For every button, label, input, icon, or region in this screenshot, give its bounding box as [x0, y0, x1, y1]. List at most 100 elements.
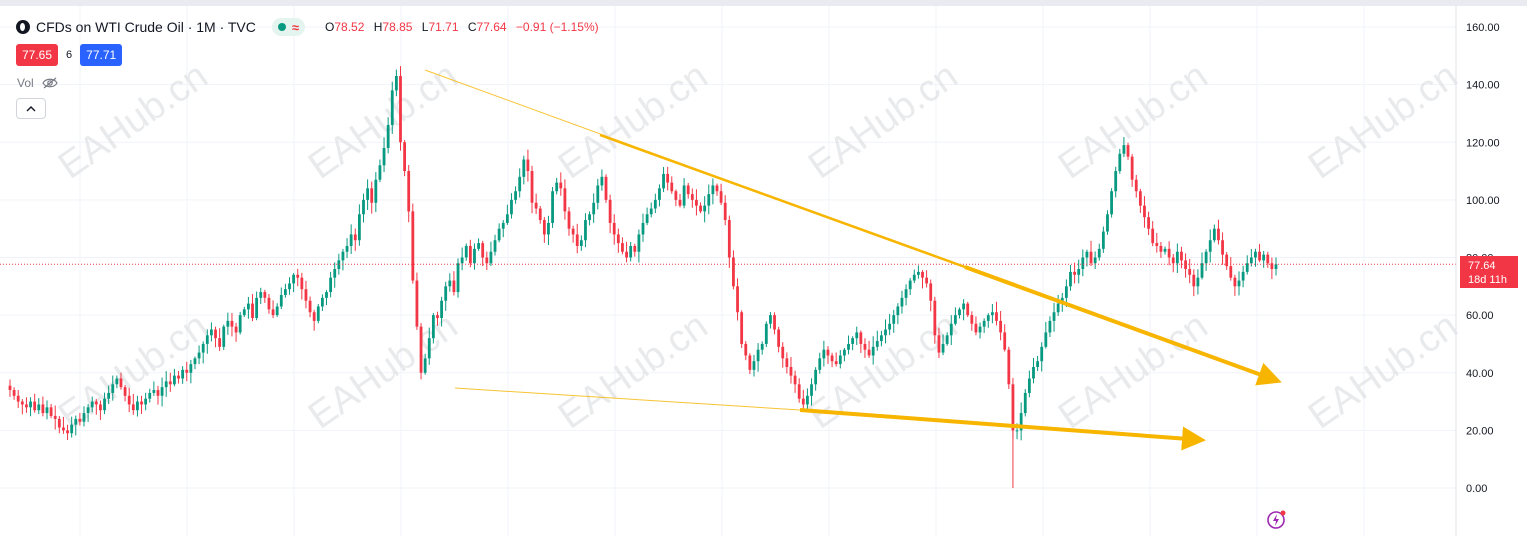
candle-body — [777, 329, 781, 347]
candle-body — [234, 326, 238, 333]
candle-body — [633, 245, 637, 252]
candle-body — [974, 323, 978, 333]
candle-body — [173, 375, 176, 385]
candle-body — [20, 401, 24, 405]
spread-value: 6 — [66, 49, 73, 61]
candle-body — [962, 303, 966, 310]
candle-body — [362, 199, 365, 215]
candle-body — [1212, 228, 1216, 241]
candle-body — [999, 320, 1003, 333]
candle-body — [744, 343, 748, 356]
watermark-text: EAHub.cn — [301, 305, 465, 438]
candle-body — [230, 320, 234, 327]
bar-countdown: 18d 11h — [1468, 274, 1507, 286]
candle-body — [222, 326, 226, 347]
candle-body — [1151, 228, 1155, 244]
candle-body — [436, 315, 439, 319]
volume-indicator[interactable]: Vol — [17, 76, 58, 90]
candle-body — [333, 269, 337, 278]
candle-body — [801, 398, 805, 405]
candle-body — [329, 277, 333, 293]
candle-body — [148, 392, 152, 399]
candle-body — [185, 369, 189, 373]
candle-body — [641, 222, 645, 235]
candle-body — [711, 185, 715, 195]
candle-body — [312, 312, 316, 321]
candle-body — [538, 208, 542, 221]
candle-body — [551, 191, 554, 223]
market-status-badge[interactable]: ≈ — [271, 18, 306, 36]
candle-body — [275, 306, 279, 316]
candle-body — [205, 335, 209, 344]
candle-body — [1270, 263, 1274, 270]
candle-body — [164, 381, 168, 388]
candle-body — [349, 234, 353, 246]
candle-body — [1036, 361, 1039, 367]
watermark-text: EAHub.cn — [1301, 305, 1465, 438]
candle-body — [793, 375, 797, 385]
candle-body — [485, 257, 489, 264]
ohlc-value: 71.71 — [428, 20, 459, 34]
candle-body — [1163, 248, 1167, 252]
symbol-title[interactable]: CFDs on WTI Crude Oil · 1M · TVC — [36, 19, 256, 35]
candle-body — [1138, 191, 1142, 206]
candle-body — [1011, 384, 1015, 431]
candle-body — [806, 395, 809, 405]
collapse-legend-button[interactable] — [16, 98, 46, 119]
ohlc-change: −0.91 (−1.15%) — [515, 20, 599, 34]
candle-body — [542, 220, 546, 235]
trendline-drawings[interactable] — [424, 69, 1282, 451]
candle-body — [596, 185, 600, 203]
candle-body — [1147, 217, 1150, 229]
candle-body — [863, 343, 867, 350]
candle-body — [625, 251, 628, 258]
candle-body — [584, 220, 587, 241]
candle-body — [686, 185, 690, 195]
candle-body — [707, 194, 711, 206]
candle-body — [1044, 332, 1048, 347]
candle-body — [90, 401, 94, 408]
candle-body — [41, 404, 45, 414]
candle-body — [616, 234, 620, 244]
candle-body — [353, 234, 357, 241]
ask-price-button[interactable]: 77.71 — [80, 44, 123, 66]
candle-body — [448, 280, 452, 287]
candle-body — [682, 185, 686, 206]
candle-body — [588, 214, 591, 221]
candle-body — [888, 323, 892, 330]
candle-body — [736, 286, 739, 313]
candle-body — [49, 407, 53, 416]
candle-body — [1262, 254, 1266, 261]
candle-body — [1122, 145, 1126, 154]
candle-body — [160, 387, 164, 396]
lightning-icon[interactable] — [1266, 508, 1288, 530]
candle-body — [769, 315, 772, 324]
candle-body — [526, 159, 530, 172]
price-axis[interactable]: 160.00140.00120.00100.0080.0060.0040.002… — [1455, 6, 1500, 536]
candle-body — [370, 188, 374, 203]
candle-body — [238, 315, 242, 333]
candle-body — [1126, 145, 1130, 157]
candle-body — [690, 194, 694, 200]
candle-body — [662, 173, 665, 189]
candle-body — [534, 202, 538, 209]
candle-body — [1225, 254, 1229, 267]
candle-body — [921, 271, 924, 278]
watermark-text: EAHub.cn — [1051, 305, 1215, 438]
bid-price-button[interactable]: 77.65 — [16, 44, 59, 66]
chart-grid — [0, 6, 1456, 536]
candle-body — [814, 369, 818, 385]
candle-body — [464, 245, 468, 258]
candle-body — [810, 384, 813, 396]
candle-body — [678, 199, 682, 206]
candle-body — [501, 222, 505, 229]
candle-body — [394, 75, 398, 91]
candle-body — [152, 390, 156, 393]
candle-body — [1180, 251, 1183, 261]
candle-body — [156, 390, 160, 396]
candle-body — [99, 404, 102, 411]
candle-body — [949, 323, 953, 336]
candle-body — [937, 335, 941, 353]
eye-hidden-icon[interactable] — [41, 77, 58, 89]
